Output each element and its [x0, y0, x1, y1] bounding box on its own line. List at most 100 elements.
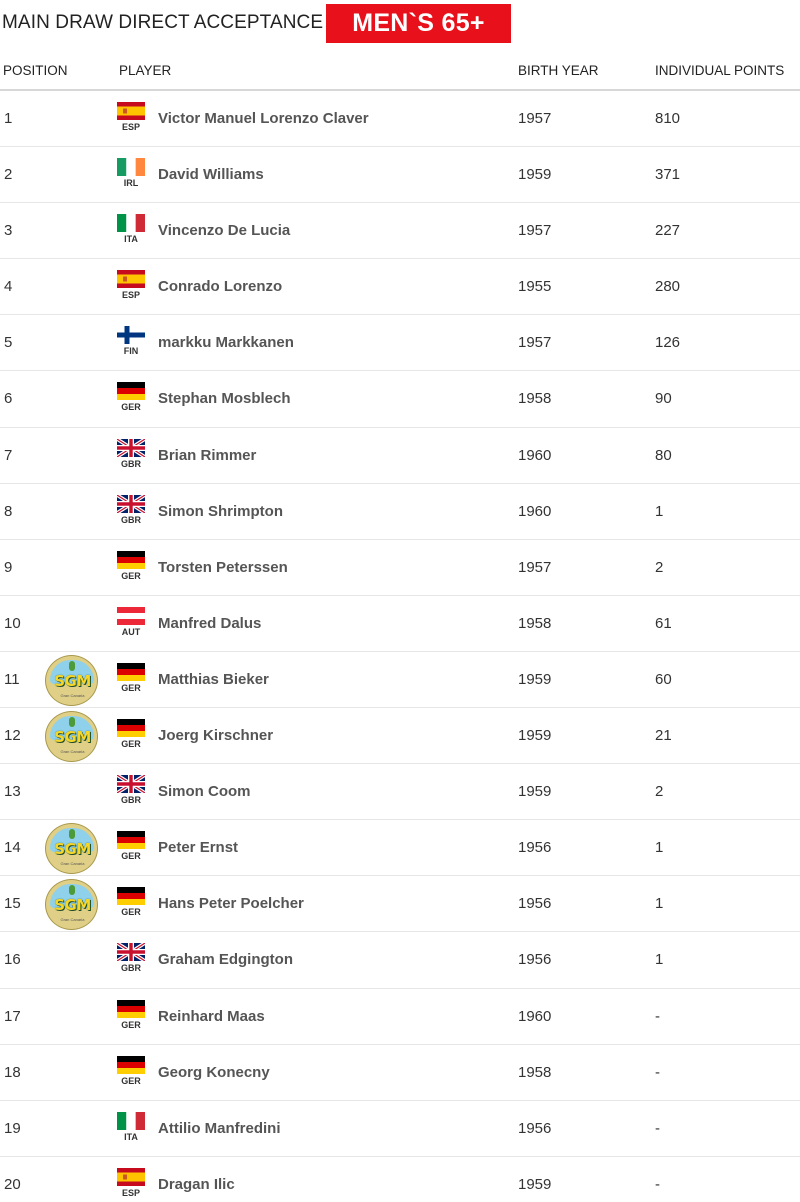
player-name: Conrado Lorenzo [158, 278, 283, 296]
logo-text: SGM [54, 896, 91, 915]
column-header-player: PLAYER [119, 63, 172, 78]
ger-flag-icon [117, 887, 145, 906]
individual-points: 60 [655, 670, 672, 688]
table-row: 10 AUT Manfred Dalus 1958 61 [0, 596, 800, 652]
player-name: David Williams [158, 166, 264, 184]
country-code: GER [121, 907, 141, 918]
birth-year: 1958 [518, 1063, 552, 1081]
country-code: IRL [123, 178, 139, 189]
birth-year: 1955 [518, 278, 552, 296]
gbr-flag-icon [117, 775, 145, 794]
row-position: 5 [4, 334, 13, 352]
player-name: Joerg Kirschner [158, 727, 274, 745]
table-row: 4 ESP Conrado Lorenzo 1955 280 [0, 259, 800, 316]
country-code: ITA [124, 1131, 138, 1142]
individual-points: - [655, 1063, 660, 1081]
table-row: 19 ITA Attilio Manfredini 1956 - [0, 1101, 800, 1157]
individual-points: 371 [655, 166, 681, 184]
player-name: Attilio Manfredini [158, 1119, 281, 1137]
ger-flag-icon [117, 550, 145, 569]
table-row: 13 GBR Simon Coom 1959 2 [0, 764, 800, 821]
row-position: 12 [4, 727, 21, 745]
birth-year: 1957 [518, 558, 552, 576]
country-code: ESP [121, 1187, 140, 1198]
player-name: Dragan Ilic [158, 1175, 235, 1193]
individual-points: 810 [655, 110, 681, 127]
table-row: 3 ITA Vincenzo De Lucia 1957 227 [0, 203, 800, 260]
header-divider [0, 89, 800, 91]
gbr-flag-icon [117, 943, 145, 962]
ger-flag-icon [117, 999, 145, 1018]
esp-flag-icon [117, 1167, 145, 1186]
birth-year: 1959 [518, 166, 552, 184]
gbr-flag-icon [117, 494, 145, 513]
individual-points: 1 [655, 839, 664, 857]
birth-year: 1956 [518, 1119, 552, 1137]
page-title: MAIN DRAW DIRECT ACCEPTANCE [2, 12, 324, 33]
player-name: Peter Ernst [158, 839, 239, 857]
aut-flag-icon [117, 606, 145, 625]
table-row: 18 GER Georg Konecny 1958 - [0, 1045, 800, 1101]
logo-palm-icon [69, 829, 75, 840]
player-name: Simon Coom [158, 783, 251, 801]
ger-flag-icon [117, 831, 145, 850]
row-position: 2 [4, 166, 13, 184]
player-name: Brian Rimmer [158, 446, 257, 464]
ger-flag-icon [117, 719, 145, 738]
birth-year: 1957 [518, 110, 552, 127]
birth-year: 1957 [518, 334, 552, 352]
country-code: ESP [121, 290, 140, 301]
row-position: 6 [4, 390, 13, 408]
individual-points: 280 [655, 278, 681, 296]
player-name: Reinhard Maas [158, 1007, 265, 1025]
club-logo: SGM Gran Canaria [45, 711, 98, 763]
row-position: 13 [4, 783, 21, 801]
birth-year: 1959 [518, 783, 552, 801]
club-logo: SGM Gran Canaria [45, 823, 98, 875]
country-code: AUT [121, 626, 141, 637]
player-name: Vincenzo De Lucia [158, 222, 291, 240]
table-row: 14 SGM Gran Canaria GER Peter Ernst 1956 1 [0, 820, 800, 877]
birth-year: 1956 [518, 839, 552, 857]
esp-flag-icon [117, 102, 145, 120]
page-header: MAIN DRAW DIRECT ACCEPTANCE MEN`S 65+ [0, 0, 800, 48]
club-logo: SGM Gran Canaria [45, 879, 98, 931]
ita-flag-icon [117, 1111, 145, 1130]
row-position: 17 [4, 1007, 21, 1025]
ita-flag-icon [117, 214, 145, 233]
fin-flag-icon [117, 326, 145, 345]
irl-flag-icon [117, 158, 145, 177]
birth-year: 1956 [518, 895, 552, 913]
logo-subtext: Gran Canaria [60, 692, 85, 698]
table-row: 6 GER Stephan Mosblech 1958 90 [0, 371, 800, 428]
individual-points: 126 [655, 334, 681, 352]
player-name: Stephan Mosblech [158, 390, 291, 408]
table-row: 5 FIN markku Markkanen 1957 126 [0, 315, 800, 372]
row-position: 4 [4, 278, 13, 296]
birth-year: 1958 [518, 614, 552, 632]
ger-flag-icon [117, 662, 145, 681]
birth-year: 1959 [518, 670, 552, 688]
row-position: 8 [4, 502, 13, 520]
row-position: 14 [4, 839, 21, 857]
individual-points: 80 [655, 446, 672, 464]
row-position: 18 [4, 1063, 21, 1081]
table-row: 2 IRL David Williams 1959 371 [0, 147, 800, 204]
row-position: 16 [4, 951, 21, 969]
logo-subtext: Gran Canaria [60, 861, 85, 867]
country-code: GER [121, 1075, 141, 1086]
individual-points: 90 [655, 390, 672, 408]
country-code: GBR [121, 514, 141, 525]
column-header-position: POSITION [3, 63, 68, 78]
individual-points: 2 [655, 783, 664, 801]
country-code: GBR [121, 795, 141, 806]
country-code: GBR [121, 963, 141, 974]
birth-year: 1960 [518, 1007, 552, 1025]
player-name: Hans Peter Poelcher [158, 895, 304, 913]
ranking-table: 1 ESP Victor Manuel Lorenzo Claver 1957 810 2… [0, 91, 800, 1202]
logo-palm-icon [69, 885, 75, 896]
birth-year: 1959 [518, 1175, 552, 1193]
birth-year: 1960 [518, 502, 552, 520]
logo-text: SGM [54, 671, 91, 690]
category-badge: MEN`S 65+ [326, 4, 511, 43]
